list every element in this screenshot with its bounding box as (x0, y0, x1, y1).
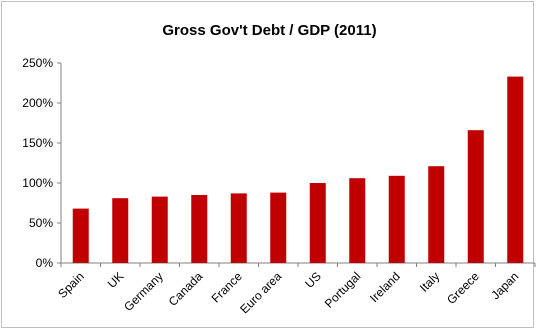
y-tick-label: 100% (22, 176, 53, 190)
y-tick-label: 50% (29, 216, 53, 230)
bar-france (231, 193, 247, 263)
bar-portugal (349, 178, 365, 263)
bar-uk (112, 198, 128, 263)
x-tick-label: Greece (444, 269, 482, 307)
bar-italy (428, 166, 444, 263)
x-tick-label: France (209, 269, 246, 306)
bar-ireland (389, 176, 405, 263)
y-tick-label: 0% (36, 256, 54, 270)
bar-greece (468, 130, 484, 263)
bar-canada (191, 195, 207, 263)
bar-us (310, 183, 326, 263)
bar-euro-area (270, 193, 286, 263)
x-tick-label: Ireland (367, 269, 403, 305)
bar-japan (507, 77, 523, 263)
x-tick-label: Spain (55, 269, 87, 301)
x-tick-label: Japan (488, 269, 521, 302)
x-tick-label: UK (105, 269, 127, 291)
x-tick-label: US (302, 269, 324, 291)
x-tick-label: Portugal (322, 269, 364, 311)
bar-germany (152, 197, 168, 263)
x-tick-label: Germany (121, 269, 166, 314)
y-tick-label: 150% (22, 136, 53, 150)
y-tick-label: 250% (22, 56, 53, 70)
bar-spain (73, 209, 89, 263)
x-tick-label: Canada (166, 269, 206, 309)
y-tick-label: 200% (22, 96, 53, 110)
x-tick-label: Euro area (237, 269, 284, 316)
x-tick-label: Italy (417, 269, 442, 294)
